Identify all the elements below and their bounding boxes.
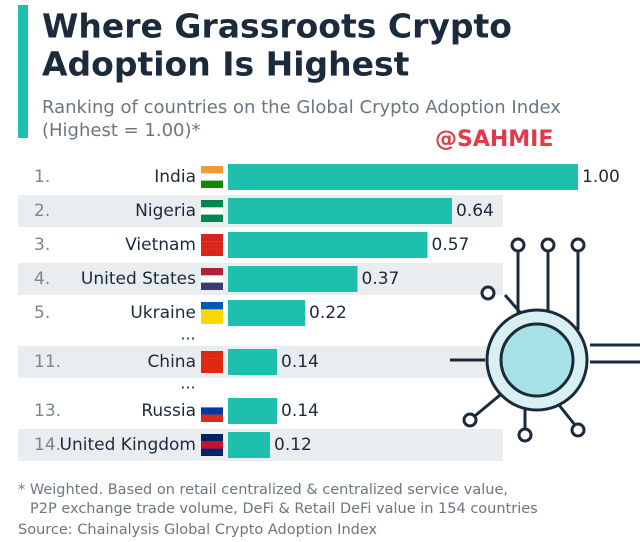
- ellipsis: ...: [180, 374, 195, 393]
- flag: [201, 214, 223, 222]
- flag: [201, 234, 223, 242]
- rank-label: 13.: [34, 401, 61, 421]
- chart-title: Where Grassroots Crypto: [42, 7, 512, 46]
- category-label: Nigeria: [135, 201, 196, 221]
- flag: [201, 241, 223, 249]
- bar: [228, 398, 277, 424]
- subtitle: (Highest = 1.00)*: [42, 120, 201, 141]
- flag: [201, 207, 223, 215]
- flag: [201, 351, 223, 359]
- circuit-icon: [450, 237, 640, 443]
- footnote: P2P exchange trade volume, DeFi & Retail…: [30, 501, 538, 517]
- flag: [201, 365, 223, 373]
- flag: [201, 282, 223, 290]
- flag: [201, 309, 223, 317]
- watermark: @SAHMIE: [435, 127, 553, 152]
- flag: [201, 302, 223, 310]
- bar: [228, 300, 305, 326]
- bar: [228, 164, 578, 190]
- flag: [201, 200, 223, 208]
- value-label: 0.14: [281, 401, 319, 421]
- rank-label: 4.: [34, 269, 50, 289]
- rank-label: 11.: [34, 352, 61, 372]
- value-label: 0.37: [362, 269, 400, 289]
- flag: [201, 441, 223, 449]
- value-label: 0.64: [456, 201, 494, 221]
- flag: [201, 166, 223, 174]
- value-label: 0.57: [432, 235, 470, 255]
- flag: [201, 414, 223, 422]
- accent-bar: [18, 5, 28, 138]
- rank-label: 5.: [34, 303, 50, 323]
- source: Source: Chainalysis Global Crypto Adopti…: [18, 522, 378, 538]
- bar: [228, 349, 277, 375]
- flag: [201, 407, 223, 415]
- value-label: 0.12: [274, 435, 312, 455]
- flag: [201, 400, 223, 408]
- footnote: * Weighted. Based on retail centralized …: [18, 482, 508, 498]
- flag: [201, 358, 223, 366]
- rank-label: 3.: [34, 235, 50, 255]
- rank-label: 2.: [34, 201, 50, 221]
- flag: [201, 268, 223, 276]
- flag: [201, 180, 223, 188]
- category-label: India: [154, 167, 196, 187]
- category-label: United Kingdom: [60, 435, 196, 455]
- category-label: United States: [81, 269, 196, 289]
- flag: [201, 173, 223, 181]
- value-label: 0.22: [309, 303, 347, 323]
- category-label: China: [147, 352, 196, 372]
- subtitle: Ranking of countries on the Global Crypt…: [42, 97, 561, 118]
- flag: [201, 316, 223, 324]
- rank-label: 14.: [34, 435, 61, 455]
- flag: [201, 248, 223, 256]
- chart-title: Adoption Is Highest: [42, 45, 410, 84]
- flag: [201, 448, 223, 456]
- value-label: 1.00: [582, 167, 620, 187]
- category-label: Vietnam: [125, 235, 196, 255]
- flag: [201, 275, 223, 283]
- category-label: Russia: [141, 401, 196, 421]
- rank-label: 1.: [34, 167, 50, 187]
- category-label: Ukraine: [130, 303, 196, 323]
- ellipsis: ...: [180, 325, 195, 344]
- value-label: 0.14: [281, 352, 319, 372]
- flag: [201, 434, 223, 442]
- bar: [228, 266, 358, 292]
- bar: [228, 432, 270, 458]
- bar: [228, 198, 452, 224]
- bar: [228, 232, 428, 258]
